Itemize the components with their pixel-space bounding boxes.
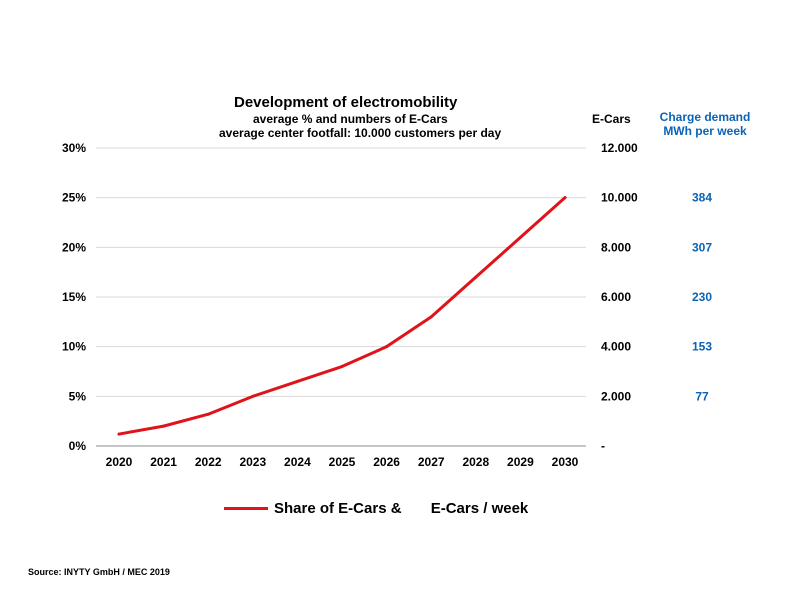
y2-tick-label: 10.000 <box>601 191 638 205</box>
x-tick-label: 2020 <box>106 455 133 469</box>
y-tick-label: 15% <box>62 290 86 304</box>
y2-tick-label: 6.000 <box>601 290 631 304</box>
charge-demand-value: 230 <box>692 290 712 304</box>
y-tick-label: 30% <box>62 141 86 155</box>
charge-demand-value: 307 <box>692 240 712 254</box>
charge-demand-label-line-1: Charge demand <box>659 110 751 124</box>
data-point <box>474 275 478 279</box>
y-axis-right-ecars: - 2.000 4.000 6.000 8.000 10.000 12.000 <box>601 141 638 453</box>
chart-subtitle-2: average center footfall: 10.000 customer… <box>219 126 502 140</box>
y-axis-charge-demand: 77 153 230 307 384 <box>692 191 712 404</box>
y-tick-label: 20% <box>62 240 86 254</box>
data-point <box>251 394 255 398</box>
charge-demand-label-line-2: MWh per week <box>663 124 747 138</box>
y-tick-label: 10% <box>62 340 86 354</box>
y-tick-label: 5% <box>69 389 87 403</box>
source-note: Source: INYTY GmbH / MEC 2019 <box>28 567 170 577</box>
data-point <box>117 432 121 436</box>
y2-tick-label: 4.000 <box>601 340 631 354</box>
data-point <box>162 424 166 428</box>
y-tick-label: 25% <box>62 191 86 205</box>
charge-demand-value: 77 <box>695 389 709 403</box>
y2-tick-label: 8.000 <box>601 240 631 254</box>
series-line <box>117 196 567 436</box>
x-tick-label: 2029 <box>507 455 534 469</box>
x-tick-label: 2024 <box>284 455 311 469</box>
legend: Share of E-Cars & E-Cars / week <box>224 497 528 519</box>
x-tick-label: 2022 <box>195 455 222 469</box>
chart-subtitle-1: average % and numbers of E-Cars <box>253 112 448 126</box>
data-point <box>429 315 433 319</box>
gridlines <box>96 147 586 447</box>
y2-tick-label: - <box>601 439 605 453</box>
x-axis: 2020 2021 2022 2023 2024 2025 2026 2027 2028 2029… <box>106 455 579 469</box>
charge-demand-value: 153 <box>692 340 712 354</box>
data-point <box>385 345 389 349</box>
legend-swatch <box>224 506 268 510</box>
legend-label: Share of E-Cars & E-Cars / week <box>274 499 529 517</box>
data-point <box>518 235 522 239</box>
data-point <box>340 365 344 369</box>
x-tick-label: 2028 <box>462 455 489 469</box>
x-tick-label: 2030 <box>552 455 579 469</box>
y-tick-label: 0% <box>69 439 87 453</box>
y2-tick-label: 2.000 <box>601 389 631 403</box>
data-point <box>295 379 299 383</box>
y2-tick-label: 12.000 <box>601 141 638 155</box>
data-point <box>563 196 567 200</box>
x-tick-label: 2025 <box>329 455 356 469</box>
charge-demand-axis-label: Charge demand MWh per week <box>650 110 760 138</box>
series-layer <box>117 196 567 436</box>
y-axis-left: 0% 5% 10% 15% 20% 25% 30% <box>62 141 86 453</box>
x-tick-label: 2021 <box>150 455 177 469</box>
ecars-axis-label: E-Cars <box>592 112 631 126</box>
x-tick-label: 2026 <box>373 455 400 469</box>
x-tick-label: 2023 <box>239 455 266 469</box>
chart-title: Development of electromobility <box>234 94 458 111</box>
charge-demand-value: 384 <box>692 191 712 205</box>
x-tick-label: 2027 <box>418 455 445 469</box>
data-point <box>206 412 210 416</box>
